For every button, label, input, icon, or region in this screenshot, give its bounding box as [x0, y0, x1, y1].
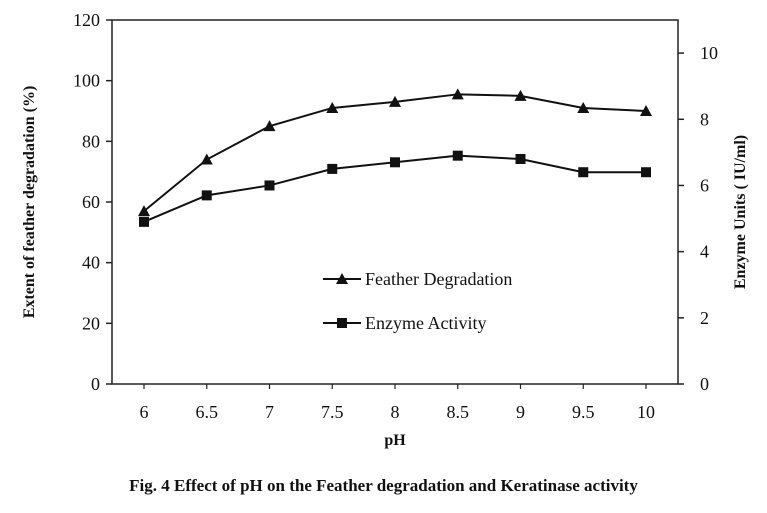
series-layer: [138, 88, 652, 227]
feather-degradation-point: [326, 101, 339, 113]
enzyme-activity-point: [641, 167, 651, 178]
x-tick-label: 9: [516, 402, 525, 422]
right-y-tick-label: 4: [700, 242, 709, 262]
axes: 0 20 40 60 80 100 120 0 2 4 6 8 10 6 6.5 7 7.5 8 8.5 9 9.5 10: [73, 10, 718, 422]
enzyme-activity-point: [201, 190, 212, 201]
feather-degradation-point: [451, 88, 464, 100]
enzyme-activity-point: [515, 153, 526, 164]
enzyme-activity-point: [139, 216, 149, 227]
x-tick-label: 6: [140, 402, 149, 422]
left-y-axis-title: Extent of feather degradation (%): [21, 86, 38, 319]
left-y-tick-label: 120: [73, 10, 100, 30]
feather-degradation-point: [389, 95, 401, 107]
feather-degradation-point: [200, 153, 213, 165]
left-y-tick-label: 40: [82, 253, 100, 273]
feather-degradation-point: [514, 89, 527, 101]
right-y-tick-label: 0: [700, 374, 709, 394]
legend: Feather Degradation Enzyme Activity: [323, 269, 512, 333]
enzyme-activity-point: [452, 150, 463, 161]
legend-label-enzyme-activity: Enzyme Activity: [365, 313, 486, 333]
right-y-tick-label: 2: [700, 308, 709, 328]
x-tick-label: 10: [637, 402, 655, 422]
left-y-tick-label: 60: [82, 192, 100, 212]
left-y-tick-label: 80: [82, 131, 100, 151]
feather-degradation-point: [263, 120, 276, 132]
figure-caption: Fig. 4 Effect of pH on the Feather degra…: [129, 476, 638, 495]
line-chart: 0 20 40 60 80 100 120 0 2 4 6 8 10 6 6.5 7 7.5 8 8.5 9 9.5 10…: [21, 10, 749, 449]
enzyme-activity-point: [578, 167, 589, 178]
right-y-axis-title: Enzyme Units ( IU/ml): [732, 135, 749, 289]
x-tick-label: 7.5: [321, 402, 344, 422]
x-tick-label: 9.5: [572, 402, 595, 422]
x-tick-label: 7: [265, 402, 274, 422]
x-tick-label: 6.5: [196, 402, 219, 422]
right-y-tick-label: 6: [700, 175, 709, 195]
left-y-tick-label: 100: [73, 71, 100, 91]
legend-label-feather-degradation: Feather Degradation: [365, 269, 512, 289]
right-y-tick-label: 8: [700, 109, 709, 129]
x-axis-title: pH: [384, 432, 406, 449]
right-y-tick-label: 10: [700, 43, 718, 63]
x-tick-label: 8.5: [447, 402, 470, 422]
enzyme-activity-point: [327, 163, 338, 174]
enzyme-activity-point: [390, 157, 400, 168]
feather-degradation-point: [577, 101, 590, 113]
feather-degradation-point: [640, 105, 652, 116]
x-tick-label: 8: [391, 402, 400, 422]
enzyme-activity-point: [264, 180, 275, 191]
feather-degradation-point: [138, 205, 150, 217]
left-y-tick-label: 0: [91, 374, 100, 394]
chart-container: 0 20 40 60 80 100 120 0 2 4 6 8 10 6 6.5 7 7.5 8 8.5 9 9.5 10…: [21, 10, 749, 449]
legend-marker-feather-degradation: [336, 273, 348, 284]
legend-marker-enzyme-activity: [337, 318, 347, 328]
left-y-tick-label: 20: [82, 313, 100, 333]
